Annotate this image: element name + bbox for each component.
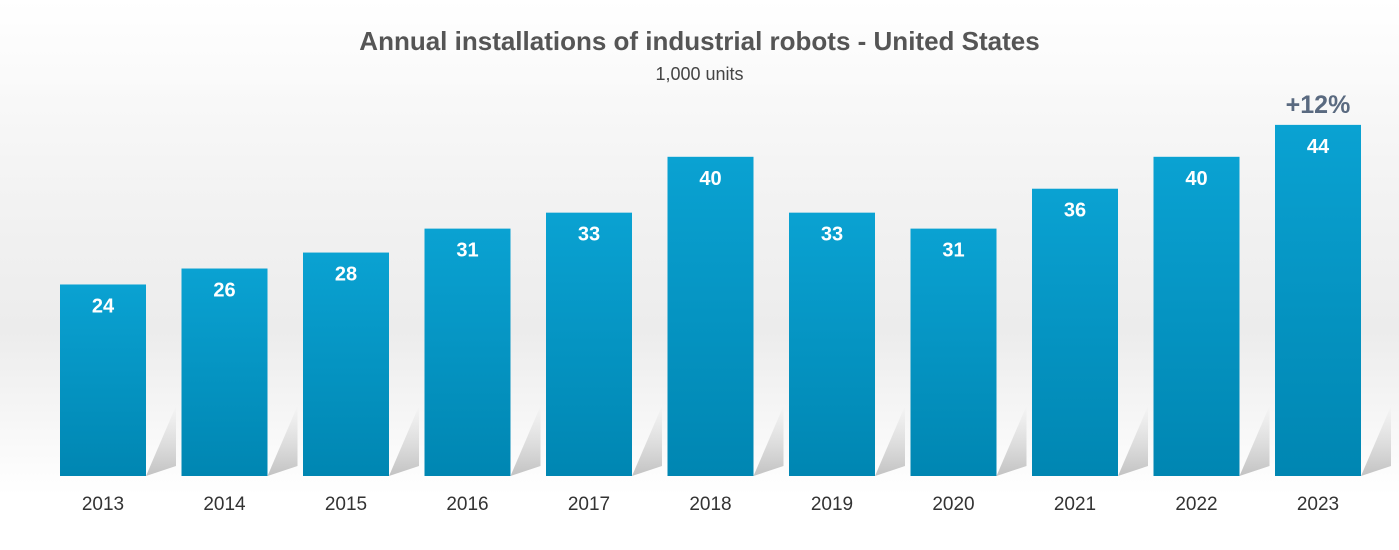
value-label: 36 xyxy=(1064,200,1086,222)
bar-shadow xyxy=(753,406,784,476)
bar-2017 xyxy=(546,212,632,476)
bar-shadow xyxy=(267,406,298,476)
x-tick-label: 2021 xyxy=(1054,494,1096,515)
value-label: 31 xyxy=(942,240,964,262)
x-tick-label: 2013 xyxy=(82,494,124,515)
growth-annotation: +12% xyxy=(1286,91,1351,119)
chart-subtitle: 1,000 units xyxy=(655,64,744,84)
bar-shadow xyxy=(1361,406,1391,476)
bar-shadow xyxy=(146,406,176,476)
x-tick-label: 2016 xyxy=(446,494,488,515)
bar-2015 xyxy=(303,252,389,476)
x-tick-label: 2014 xyxy=(203,494,246,515)
x-tick-label: 2019 xyxy=(811,494,853,515)
x-tick-label: 2022 xyxy=(1175,494,1217,515)
bar-2016 xyxy=(424,228,511,476)
x-tick-label: 2015 xyxy=(325,494,367,515)
bar-2023 xyxy=(1275,124,1361,476)
x-tick-label: 2017 xyxy=(568,494,610,515)
bar-2018 xyxy=(667,156,754,477)
bar-shadow xyxy=(996,406,1027,476)
value-label: 26 xyxy=(213,280,235,302)
bar-2013 xyxy=(60,284,146,476)
x-tick-label: 2023 xyxy=(1297,494,1339,515)
bar-2014 xyxy=(181,268,268,476)
value-label: 33 xyxy=(821,224,843,246)
value-label: 33 xyxy=(578,224,600,246)
value-label: 44 xyxy=(1307,136,1330,158)
chart-title: Annual installations of industrial robot… xyxy=(359,26,1040,56)
bar-shadow xyxy=(389,406,419,476)
bar-shadow xyxy=(1239,406,1270,476)
value-label: 28 xyxy=(335,264,357,286)
x-tick-label: 2018 xyxy=(689,494,731,515)
x-tick-label: 2020 xyxy=(932,494,974,515)
bar-2019 xyxy=(789,212,875,476)
bar-2022 xyxy=(1153,156,1240,477)
value-label: 24 xyxy=(92,295,115,317)
value-label: 40 xyxy=(699,168,721,190)
bar-shadow xyxy=(1118,406,1148,476)
bar-2021 xyxy=(1032,188,1118,476)
bar-shadow xyxy=(510,406,541,476)
bar-shadow xyxy=(875,406,905,476)
value-label: 40 xyxy=(1185,168,1207,190)
value-label: 31 xyxy=(456,240,478,262)
bar-2020 xyxy=(910,228,997,476)
bar-shadow xyxy=(632,406,662,476)
